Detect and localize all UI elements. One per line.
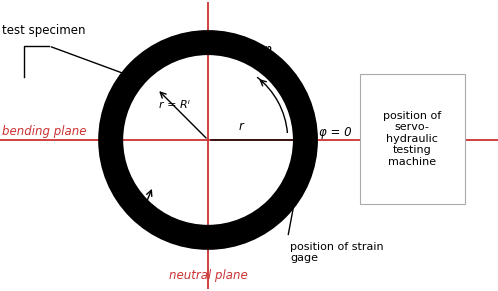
Text: bending plane: bending plane xyxy=(2,125,87,138)
Text: r = Rᴵ: r = Rᴵ xyxy=(159,100,190,109)
Text: position of strain
gage: position of strain gage xyxy=(290,242,383,263)
FancyBboxPatch shape xyxy=(360,74,465,204)
Text: φ = 0: φ = 0 xyxy=(319,126,352,139)
Text: φ: φ xyxy=(262,43,271,56)
Text: position of
servo-
hydraulic
testing
machine: position of servo- hydraulic testing mac… xyxy=(383,111,441,167)
Text: neutral plane: neutral plane xyxy=(169,269,248,282)
Text: t: t xyxy=(126,189,130,202)
Text: test specimen: test specimen xyxy=(2,24,86,37)
Text: r: r xyxy=(239,120,244,133)
